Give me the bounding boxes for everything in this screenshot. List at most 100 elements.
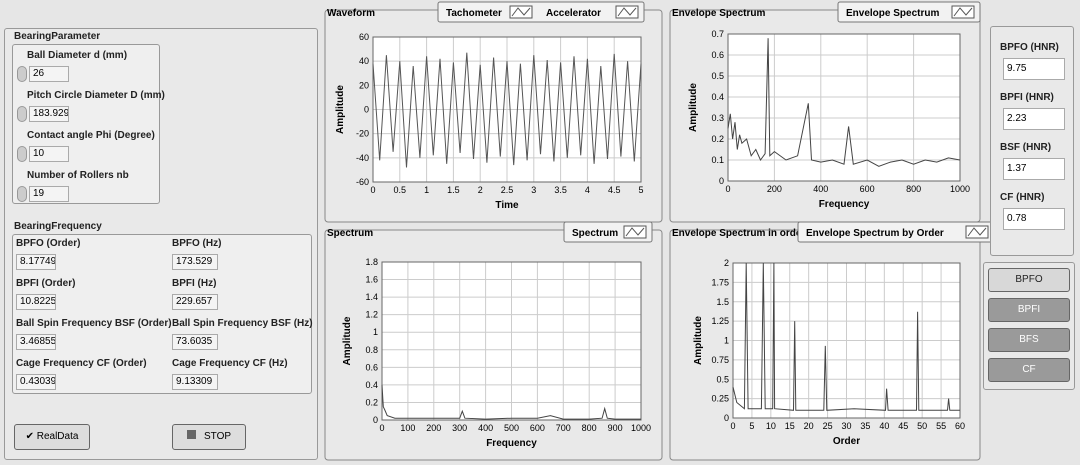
x-tick-label: 400: [813, 184, 828, 194]
y-tick-label: 1: [373, 327, 378, 337]
stop-icon: [186, 430, 196, 439]
y-tick-label: 0.5: [716, 374, 729, 384]
field-value: 73.6035: [172, 334, 218, 350]
x-axis-label: Frequency: [486, 438, 537, 449]
hnr-label: BSF (HNR): [1000, 142, 1052, 153]
legend-label: Tachometer: [446, 8, 502, 19]
y-axis-label: Amplitude: [688, 83, 699, 132]
y-tick-label: 1.75: [711, 277, 729, 287]
spinner[interactable]: [17, 146, 27, 162]
plot-frame: [732, 262, 961, 419]
hnr-value: 0.78: [1003, 208, 1065, 230]
hnr-label: BPFI (HNR): [1000, 92, 1054, 103]
x-tick-label: 700: [556, 423, 571, 433]
field-label: BPFO (Hz): [172, 238, 222, 249]
spinner[interactable]: [17, 106, 27, 122]
y-tick-label: 1.2: [365, 310, 378, 320]
legend-icon-line: [511, 7, 531, 17]
x-tick-label: 800: [582, 423, 597, 433]
x-tick-label: 200: [767, 184, 782, 194]
y-tick-label: 0.1: [711, 155, 724, 165]
y-tick-label: 40: [359, 56, 369, 66]
legend-icon-line: [617, 7, 637, 17]
y-tick-label: 1.4: [365, 292, 378, 302]
field-value[interactable]: 183.929: [29, 106, 69, 122]
chart-title: Envelope Spectrum in order: [672, 228, 805, 239]
x-tick-label: 200: [426, 423, 441, 433]
y-tick-label: 0: [373, 415, 378, 425]
selector-button[interactable]: BPFO: [988, 268, 1070, 292]
field-label: Pitch Circle Diameter D (mm): [27, 90, 165, 101]
field-value[interactable]: 26: [29, 66, 69, 82]
field-value: 3.46855: [16, 334, 56, 350]
y-tick-label: 0.2: [365, 397, 378, 407]
y-tick-label: 20: [359, 80, 369, 90]
x-axis-label: Time: [495, 200, 519, 211]
field-label: Ball Spin Frequency BSF (Hz): [172, 318, 313, 329]
y-tick-label: 2: [724, 258, 729, 268]
x-tick-label: 25: [823, 421, 833, 431]
x-tick-label: 5: [638, 185, 643, 195]
x-tick-label: 1.5: [447, 185, 460, 195]
realdata-button[interactable]: ✔ RealData: [14, 424, 90, 450]
plot-frame: [372, 36, 642, 183]
x-tick-label: 0: [379, 423, 384, 433]
legend-label: Envelope Spectrum by Order: [806, 228, 944, 239]
chart-title: Spectrum: [327, 228, 373, 239]
x-tick-label: 4: [585, 185, 590, 195]
x-tick-label: 20: [804, 421, 814, 431]
field-value[interactable]: 19: [29, 186, 69, 202]
x-tick-label: 30: [841, 421, 851, 431]
y-tick-label: 0.3: [711, 113, 724, 123]
y-tick-label: 1.8: [365, 257, 378, 267]
plot-frame: [381, 261, 642, 421]
x-tick-label: 4.5: [608, 185, 621, 195]
field-value: 229.657: [172, 294, 218, 310]
field-label: Cage Frequency CF (Order): [16, 358, 147, 369]
y-tick-label: 0.5: [711, 71, 724, 81]
stop-button[interactable]: STOP: [172, 424, 246, 450]
x-tick-label: 35: [860, 421, 870, 431]
x-tick-label: 400: [478, 423, 493, 433]
y-tick-label: 0.8: [365, 345, 378, 355]
x-tick-label: 15: [785, 421, 795, 431]
field-value: 9.13309: [172, 374, 218, 390]
x-tick-label: 1000: [631, 423, 651, 433]
y-tick-label: 0.75: [711, 355, 729, 365]
field-label: BPFI (Hz): [172, 278, 217, 289]
x-tick-label: 0: [370, 185, 375, 195]
legend-label: Envelope Spectrum: [846, 8, 939, 19]
y-axis-label: Amplitude: [342, 316, 353, 365]
selector-button[interactable]: CF: [988, 358, 1070, 382]
x-tick-label: 3.5: [554, 185, 567, 195]
field-label: Cage Frequency CF (Hz): [172, 358, 288, 369]
series-line: [372, 52, 642, 168]
field-value: 8.17749: [16, 254, 56, 270]
y-tick-label: 0: [724, 413, 729, 423]
plot-frame: [727, 33, 961, 182]
section-title: BearingFrequency: [14, 221, 102, 232]
x-tick-label: 55: [936, 421, 946, 431]
x-tick-label: 900: [608, 423, 623, 433]
x-tick-label: 100: [400, 423, 415, 433]
x-tick-label: 0: [725, 184, 730, 194]
x-tick-label: 800: [906, 184, 921, 194]
field-value[interactable]: 10: [29, 146, 69, 162]
x-tick-label: 5: [749, 421, 754, 431]
selector-button[interactable]: BFS: [988, 328, 1070, 352]
spinner[interactable]: [17, 186, 27, 202]
x-axis-label: Order: [833, 436, 860, 447]
spinner[interactable]: [17, 66, 27, 82]
field-value: 10.8225: [16, 294, 56, 310]
legend-icon-line: [967, 227, 987, 237]
x-tick-label: 1000: [950, 184, 970, 194]
x-tick-label: 50: [917, 421, 927, 431]
selector-button[interactable]: BPFI: [988, 298, 1070, 322]
hnr-value: 1.37: [1003, 158, 1065, 180]
hnr-label: BPFO (HNR): [1000, 42, 1059, 53]
plot-area: [727, 33, 961, 182]
section-title: BearingParameter: [14, 31, 101, 42]
series-line: [727, 38, 961, 167]
field-label: BPFI (Order): [16, 278, 76, 289]
